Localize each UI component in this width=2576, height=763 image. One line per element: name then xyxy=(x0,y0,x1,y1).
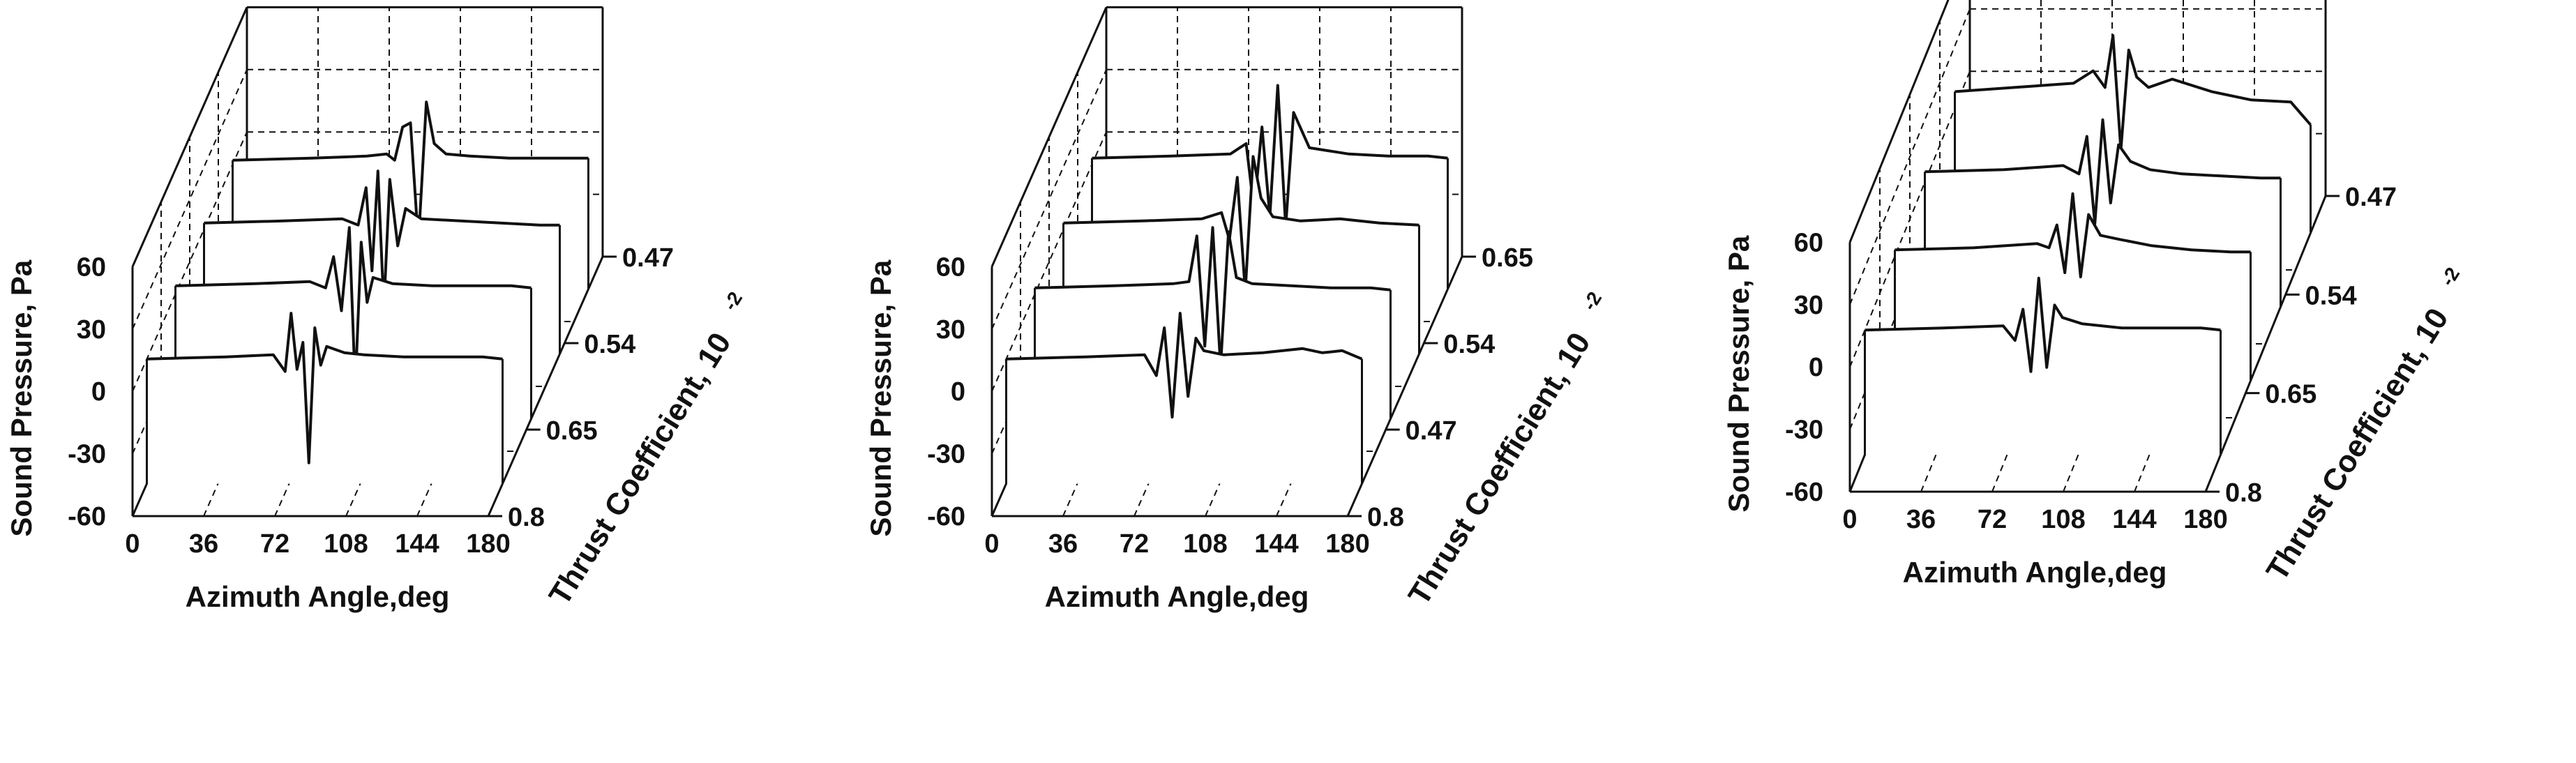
x-tick-label: 0 xyxy=(984,529,999,559)
x-tick-label: 36 xyxy=(1048,529,1078,559)
x-tick-label: 72 xyxy=(260,529,289,559)
y-tick-label: 30 xyxy=(936,315,965,345)
series-group xyxy=(1005,84,1449,484)
x-tick-label: 36 xyxy=(189,529,218,559)
x-tick-label: 144 xyxy=(2112,505,2156,534)
z-axis-title-exponent: -2 xyxy=(1579,288,1606,315)
series-line-1 xyxy=(1006,312,1363,419)
y-axis-title: Sound Pressure, Pa xyxy=(1722,235,1755,512)
x-tick-label: 144 xyxy=(395,529,439,559)
y-tick-label: 0 xyxy=(1809,353,1823,382)
z-tick-label: 0.65 xyxy=(546,416,598,446)
left-grid-y xyxy=(991,131,1107,392)
x-tick-label: 180 xyxy=(1325,529,1369,559)
x-tick-label: 108 xyxy=(1183,529,1227,559)
x-tick-label: 0 xyxy=(125,529,140,559)
series-line-4 xyxy=(1092,84,1448,229)
series-line-3 xyxy=(1063,155,1419,294)
tick-labels: 0 36 72 108 144 180 -60 -30 0 30 60 0.8 0.65 0.54 0.47 xyxy=(1785,183,2397,534)
z-axis-title-text: Thrust Coefficient, 10 xyxy=(2260,303,2455,587)
chart-panel-3: 0 36 72 108 144 180 -60 -30 0 30 60 0.8 0.65 0.54 0.47… xyxy=(1722,0,2464,589)
x-tick-label: 72 xyxy=(1978,505,2007,534)
y-tick-label: -60 xyxy=(927,502,965,531)
floor-right-edge xyxy=(1346,256,1463,517)
panel-subtitle: #7 xyxy=(564,0,599,3)
y-tick-label: 30 xyxy=(77,315,106,345)
y-axis-title: Sound Pressure, Pa xyxy=(5,259,38,536)
y-tick-label: -30 xyxy=(68,440,106,469)
y-tick-label: -60 xyxy=(1785,478,1823,507)
z-axis-title: Thrust Coefficient, 10 -2 xyxy=(2260,264,2464,587)
y-tick-label: 60 xyxy=(936,252,965,282)
z-tick-label: 0.47 xyxy=(1406,416,1457,446)
z-axis-title-exponent: -2 xyxy=(719,288,746,315)
y-tick-label: 0 xyxy=(951,377,965,407)
z-tick-label: 0.8 xyxy=(1367,503,1404,532)
z-axis-title-exponent: -2 xyxy=(2436,264,2464,290)
chart-panel-1: 0 36 72 108 144 180 -60 -30 0 30 60 0.8 0.65 0.54 0.47… xyxy=(5,0,746,613)
series-group xyxy=(1864,33,2312,455)
tick-labels: 0 36 72 108 144 180 -60 -30 0 30 60 0.8 0.47 0.54 0.65 xyxy=(927,243,1533,559)
x-axis-title: Azimuth Angle,deg xyxy=(1903,556,2167,589)
z-tick-label: 0.47 xyxy=(622,243,674,273)
z-tick-label: 0.8 xyxy=(508,503,545,532)
series-line-4 xyxy=(1954,33,2312,151)
series-group xyxy=(146,100,589,484)
z-tick-label: 0.8 xyxy=(2225,478,2262,508)
left-grid-y xyxy=(1849,70,1971,368)
x-tick-label: 144 xyxy=(1254,529,1298,559)
z-tick-label: 0.47 xyxy=(2345,183,2397,212)
floor-right-edge xyxy=(2204,195,2327,492)
series-fill-1 xyxy=(1006,313,1362,484)
series-fill-1 xyxy=(1865,278,2221,455)
y-tick-label: 60 xyxy=(1794,228,1823,257)
panel-subtitle: #3 xyxy=(1423,0,1459,3)
series-line-1 xyxy=(146,312,503,464)
y-tick-label: 60 xyxy=(77,252,106,282)
series-line-3 xyxy=(204,169,560,310)
z-axis-title: Thrust Coefficient, 10 -2 xyxy=(543,288,746,611)
left-grid-y xyxy=(132,131,248,392)
x-tick-label: 180 xyxy=(466,529,510,559)
x-tick-label: 180 xyxy=(2183,505,2227,534)
chart-panel-2: 0 36 72 108 144 180 -60 -30 0 30 60 0.8 0.47 0.54 0.65… xyxy=(864,0,1606,613)
x-axis-title: Azimuth Angle,deg xyxy=(1045,580,1309,613)
z-tick-label: 0.65 xyxy=(2265,380,2317,409)
tick-labels: 0 36 72 108 144 180 -60 -30 0 30 60 0.8 0.65 0.54 0.47 xyxy=(68,243,674,559)
left-grid-y xyxy=(991,69,1107,330)
z-tick-label: 0.65 xyxy=(1482,243,1533,273)
series-line-2 xyxy=(1895,192,2251,278)
z-tick-label: 0.54 xyxy=(584,330,635,359)
y-tick-label: -30 xyxy=(1785,416,1823,445)
z-axis-title-text: Thrust Coefficient, 10 xyxy=(1402,327,1597,611)
y-tick-label: -30 xyxy=(927,440,965,469)
x-tick-label: 108 xyxy=(2041,505,2085,534)
x-axis-title: Azimuth Angle,deg xyxy=(186,580,450,613)
x-tick-label: 0 xyxy=(1842,505,1857,534)
series-line-2 xyxy=(175,226,532,389)
z-tick-label: 0.54 xyxy=(1443,330,1495,359)
y-axis-title: Sound Pressure, Pa xyxy=(864,259,897,536)
series-fill-1 xyxy=(146,313,503,484)
y-tick-label: 30 xyxy=(1794,291,1823,320)
floor-right-edge xyxy=(487,256,604,517)
z-axis-title-text: Thrust Coefficient, 10 xyxy=(543,327,738,611)
series-line-3 xyxy=(1925,118,2281,225)
y-tick-label: -60 xyxy=(68,502,106,531)
x-tick-label: 36 xyxy=(1906,505,1936,534)
z-tick-label: 0.54 xyxy=(2305,281,2357,310)
z-axis-title: Thrust Coefficient, 10 -2 xyxy=(1402,288,1606,611)
series-line-1 xyxy=(1865,276,2221,373)
left-grid-y xyxy=(1849,8,1971,305)
left-grid-y xyxy=(132,69,248,330)
x-tick-label: 108 xyxy=(324,529,368,559)
y-tick-label: 0 xyxy=(91,377,106,407)
x-tick-label: 72 xyxy=(1120,529,1149,559)
